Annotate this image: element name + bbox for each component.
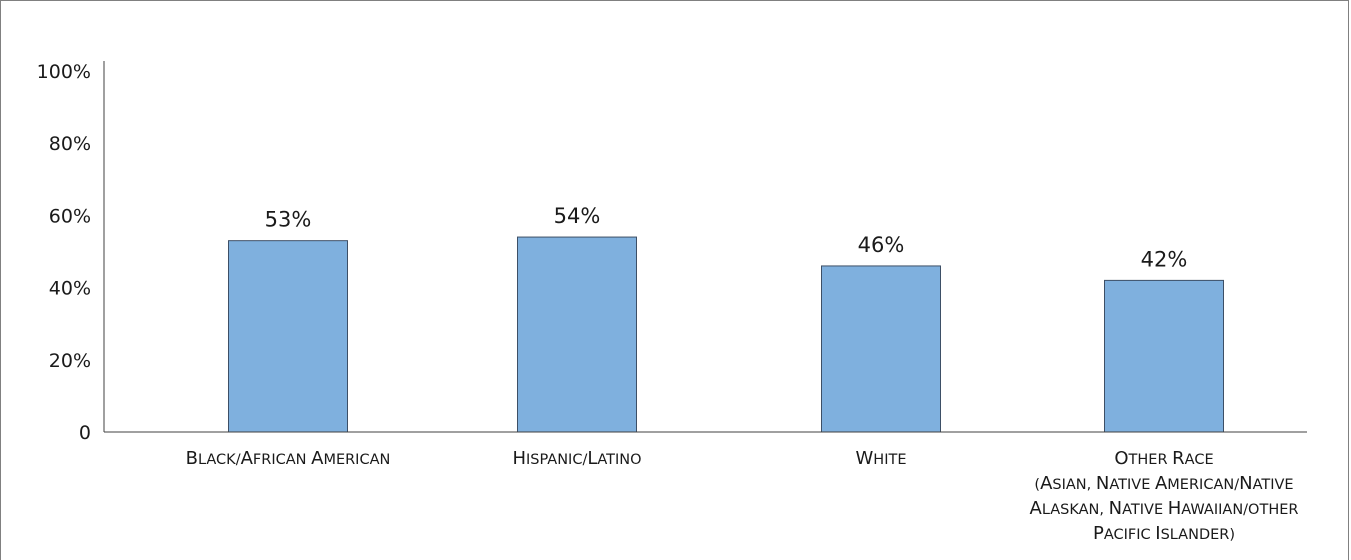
y-tick-label: 100% (37, 61, 91, 83)
bar (1104, 279, 1224, 433)
bar (228, 240, 348, 433)
x-tick-label-line: Black/African American (186, 448, 391, 469)
x-tick-label-line: Pacific Islander) (1093, 523, 1235, 544)
y-tick-label: 40% (49, 278, 91, 300)
x-tick-label: Other Race (Asian, Native American/Native… (1030, 448, 1299, 544)
y-axis: 0 20% 40% 60% 80% 100% (37, 61, 105, 444)
x-tick-label: Hispanic/Latino (512, 448, 641, 469)
data-label: 53% (265, 208, 312, 232)
bars (228, 236, 1224, 433)
x-tick-label-line: White (855, 448, 906, 469)
x-tick-label-line: (Asian, Native American/Native (1034, 473, 1293, 494)
y-tick-label: 80% (49, 133, 91, 155)
y-tick-label: 20% (49, 350, 91, 372)
data-label: 42% (1141, 247, 1188, 271)
x-axis: Black/African American Hispanic/Latino Whi… (104, 431, 1307, 544)
bar (517, 236, 637, 433)
x-tick-label-line: Alaskan, Native Hawaiian/other (1030, 498, 1299, 519)
x-tick-label: White (855, 448, 906, 469)
y-tick-label: 0 (79, 422, 91, 444)
x-tick-label-line: Hispanic/Latino (512, 448, 641, 469)
value-labels: 53% 54% 46% 42% (265, 204, 1188, 271)
bar (821, 265, 941, 433)
x-tick-label: Black/African American (186, 448, 391, 469)
data-label: 54% (554, 204, 601, 228)
x-tick-label-line: Other Race (1114, 448, 1213, 469)
y-tick-label: 60% (49, 205, 91, 227)
data-label: 46% (858, 233, 905, 257)
